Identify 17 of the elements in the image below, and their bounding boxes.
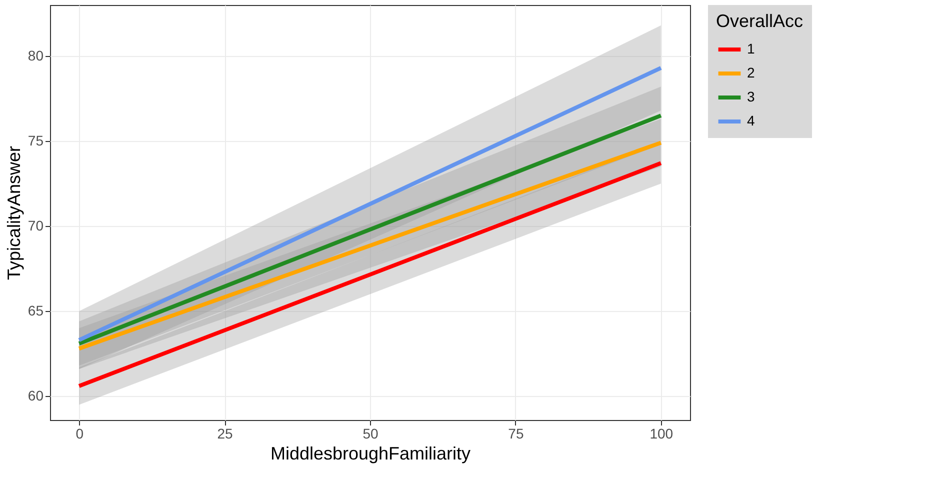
legend-label: 2 [747, 64, 755, 80]
y-axis-title: TypicalityAnswer [4, 146, 24, 280]
x-tick-label: 50 [362, 426, 378, 442]
x-tick-label: 75 [508, 426, 524, 442]
legend-label: 1 [747, 40, 755, 56]
legend-title: OverallAcc [716, 11, 804, 31]
y-tick-label: 60 [28, 388, 44, 404]
x-axis-title: MiddlesbroughFamiliarity [270, 444, 471, 464]
y-tick-label: 65 [28, 302, 44, 319]
x-tick-label: 100 [650, 426, 674, 442]
y-tick-label: 75 [28, 132, 44, 149]
x-tick-label: 0 [76, 426, 84, 442]
legend-label: 3 [747, 88, 755, 104]
legend-label: 4 [747, 112, 755, 128]
y-tick-label: 70 [28, 218, 44, 234]
x-tick-label: 25 [217, 426, 234, 442]
y-tick-label: 80 [28, 48, 44, 64]
